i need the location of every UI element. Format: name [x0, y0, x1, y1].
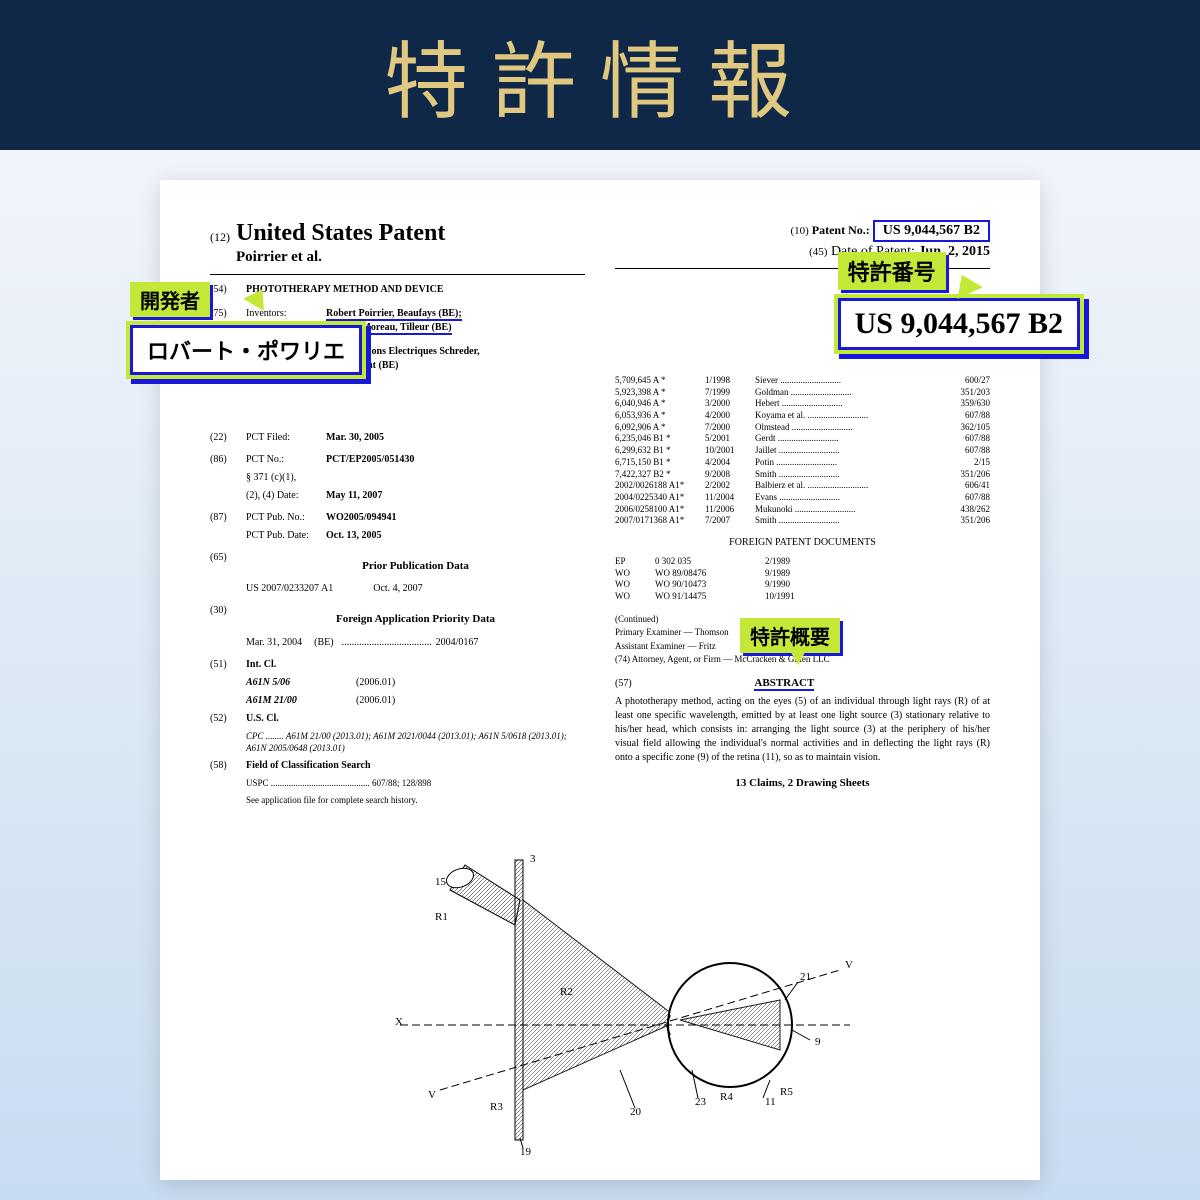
callout-patent-value: US 9,044,567 B2 — [838, 298, 1080, 350]
reference-row: 2007/0171368 A1*7/2007Smith ............… — [615, 515, 990, 527]
svg-text:21: 21 — [800, 971, 811, 983]
foreign-row: WOWO 89/084769/1989 — [615, 568, 990, 580]
callout-inventor-value: ロバート・ポワリエ — [130, 325, 362, 375]
authors: Poirrier et al. — [236, 249, 445, 266]
abstract-heading: ABSTRACT — [754, 677, 814, 691]
reference-row: 6,053,936 A *4/2000Koyama et al. .......… — [615, 410, 990, 422]
svg-text:3: 3 — [530, 853, 536, 865]
reference-row: 5,923,398 A *7/1999Goldman .............… — [615, 387, 990, 399]
foreign-row: EP0 302 0352/1989 — [615, 556, 990, 568]
callout-inventor-label: 開発者 — [130, 282, 210, 317]
svg-text:20: 20 — [630, 1106, 642, 1118]
svg-text:V: V — [845, 959, 853, 971]
reference-row: 6,235,046 B1 *5/2001Gerdt ..............… — [615, 433, 990, 445]
svg-text:11: 11 — [765, 1096, 776, 1108]
svg-text:R4: R4 — [720, 1091, 733, 1103]
foreign-docs-title: FOREIGN PATENT DOCUMENTS — [615, 537, 990, 548]
svg-text:R3: R3 — [490, 1101, 503, 1113]
callout-inventor: 開発者 ロバート・ポワリエ — [130, 282, 362, 375]
header-banner: 特許情報 — [0, 0, 1200, 150]
reference-row: 2006/0258100 A1*11/2006Mukunoki ........… — [615, 504, 990, 516]
claims-line: 13 Claims, 2 Drawing Sheets — [615, 777, 990, 789]
page-title: 特許情報 — [384, 15, 816, 136]
reference-row: 2002/0026188 A1*2/2002Balbierz et al. ..… — [615, 480, 990, 492]
svg-text:19: 19 — [520, 1146, 532, 1158]
callout-abstract: 特許概要 — [740, 618, 840, 653]
reference-row: 5,709,645 A *1/1998Siever ..............… — [615, 375, 990, 387]
reference-row: 6,715,150 B1 *4/2004Potin ..............… — [615, 457, 990, 469]
references-list: 5,709,645 A *1/1998Siever ..............… — [615, 375, 990, 527]
svg-text:V: V — [428, 1089, 436, 1101]
svg-text:X: X — [395, 1016, 403, 1028]
patent-drawing: 3 15 R1 R2 R3 R4 R5 X V V 19 20 21 9 11 … — [320, 850, 880, 1160]
document-container: 特許番号 US 9,044,567 B2 開発者 ロバート・ポワリエ 特許概要 … — [0, 150, 1200, 1180]
svg-text:15: 15 — [435, 876, 447, 888]
foreign-docs-list: EP0 302 0352/1989WOWO 89/084769/1989WOWO… — [615, 556, 990, 603]
svg-text:R5: R5 — [780, 1086, 793, 1098]
callout-patent-number: 特許番号 US 9,044,567 B2 — [838, 252, 1080, 350]
foreign-row: WOWO 91/1447510/1991 — [615, 591, 990, 603]
reference-row: 7,422,327 B2 *9/2008Smith ..............… — [615, 469, 990, 481]
svg-text:23: 23 — [695, 1096, 707, 1108]
reference-row: 6,092,906 A *7/2000Olmstead ............… — [615, 422, 990, 434]
svg-text:R1: R1 — [435, 911, 448, 923]
reference-row: 2004/0225340 A1*11/2004Evans ...........… — [615, 492, 990, 504]
foreign-row: WOWO 90/104739/1990 — [615, 579, 990, 591]
abstract-text: A phototherapy method, acting on the eye… — [615, 695, 990, 765]
reference-row: 6,299,632 B1 *10/2001Jaillet ...........… — [615, 445, 990, 457]
svg-text:9: 9 — [815, 1036, 821, 1048]
us-patent-heading: United States Patent — [236, 220, 445, 247]
code-12: (12) — [210, 230, 230, 266]
patent-number-box: (10) Patent No.: US 9,044,567 B2 — [615, 220, 990, 242]
patent-document: 特許番号 US 9,044,567 B2 開発者 ロバート・ポワリエ 特許概要 … — [160, 180, 1040, 1180]
reference-row: 6,040,946 A *3/2000Hebert ..............… — [615, 398, 990, 410]
svg-text:R2: R2 — [560, 986, 573, 998]
callout-patent-label: 特許番号 — [838, 252, 946, 290]
